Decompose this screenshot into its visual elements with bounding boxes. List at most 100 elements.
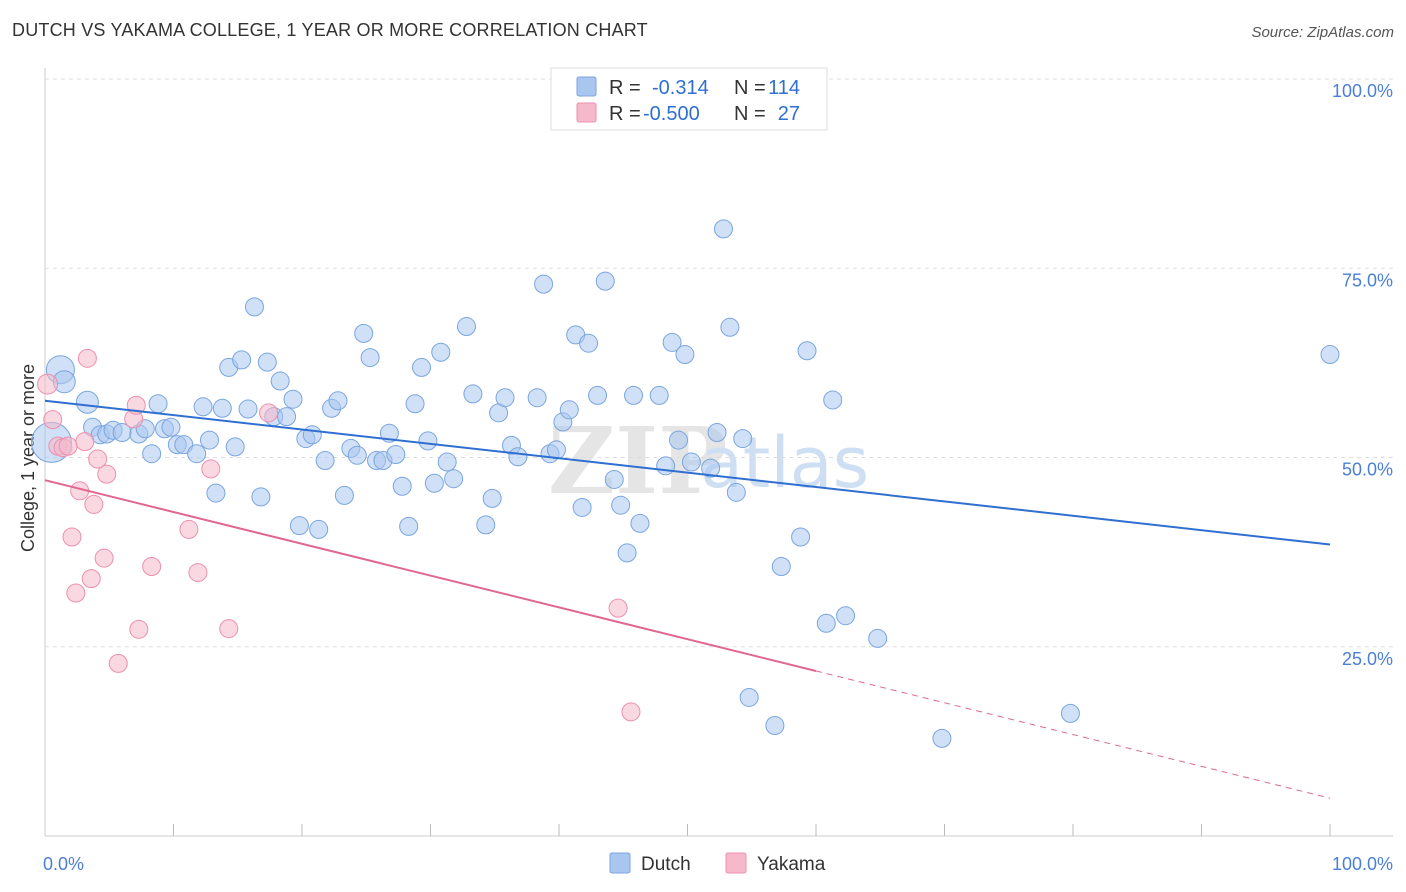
dutch-point [399,516,419,536]
yakama-point [66,583,86,603]
dutch-point [932,728,952,748]
dutch-point [559,400,579,420]
legend-n-value-yakama: 27 [778,103,800,125]
dutch-point [277,407,297,427]
dutch-point [572,497,592,517]
dutch-point [354,323,374,343]
dutch-point [791,527,811,547]
dutch-point [649,385,669,405]
dutch-point [630,513,650,533]
dutch-point [604,469,624,489]
legend-n-label-dutch: N = [734,77,766,99]
yakama-point [621,702,641,722]
dutch-point [595,271,615,291]
trend-lines [44,399,1331,799]
dutch-point [251,487,271,507]
dutch-point [161,417,181,437]
bottom-legend-label-dutch: Dutch [641,854,691,875]
dutch-point [1320,345,1340,365]
dutch-point [431,342,451,362]
dutch-point [669,430,689,450]
dutch-point [328,391,348,411]
dutch-point [617,543,637,563]
yakama-point [43,410,63,430]
dutch-point [283,389,303,409]
dutch-point [309,519,329,539]
dutch-point [836,606,856,626]
yakama-point [108,653,128,673]
yakama-point [142,557,162,577]
dutch-point [187,444,207,464]
dutch-point [733,429,753,449]
yakama-trend-line [44,479,817,672]
yakama-point [179,519,199,539]
yakama-point [84,494,104,514]
yakama-points [37,348,641,722]
dutch-point [257,352,277,372]
chart-title: DUTCH VS YAKAMA COLLEGE, 1 YEAR OR MORE … [12,20,648,40]
dutch-point [334,485,354,505]
legend-n-label-yakama: N = [734,103,766,125]
dutch-point [444,469,464,489]
dutch-point [199,430,219,450]
dutch-point [360,348,380,368]
dutch-point [212,398,232,418]
dutch-point [675,345,695,365]
dutch-point [437,452,457,472]
dutch-point [726,482,746,502]
dutch-point [148,394,168,414]
dutch-point [816,613,836,633]
yakama-point [77,348,97,368]
y-tick-label-50: 50.0% [1342,460,1393,480]
dutch-point [765,715,785,735]
dutch-point [611,495,631,515]
yakama-point [81,569,101,589]
dutch-point [823,390,843,410]
dutch-point [527,388,547,408]
yakama-point [94,548,114,568]
y-tick-labels: 25.0% 50.0% 75.0% 100.0% [1332,81,1393,669]
dutch-point [238,399,258,419]
dutch-point [701,458,721,478]
dutch-point [193,397,213,417]
y-tick-label-25: 25.0% [1342,649,1393,669]
dutch-point [315,451,335,471]
dutch-point [405,394,425,414]
yakama-point [219,619,239,639]
yakama-point [37,373,59,395]
dutch-point [302,425,322,445]
yakama-point [58,436,78,456]
dutch-point [418,431,438,451]
dutch-point [225,437,245,457]
legend-n-value-dutch: 114 [768,77,800,99]
dutch-point [534,274,554,294]
dutch-point [142,444,162,464]
yakama-point [75,432,95,452]
dutch-points [30,219,1340,748]
dutch-point [707,423,727,443]
dutch-point [75,390,99,414]
dutch-point [739,687,759,707]
dutch-point [508,447,528,467]
dutch-point [424,473,444,493]
dutch-point [662,332,682,352]
dutch-point [720,317,740,337]
dutch-point [624,385,644,405]
dutch-point [797,341,817,361]
y-axis-title: College, 1 year or more [18,364,38,552]
yakama-point [201,459,221,479]
dutch-point [412,357,432,377]
dutch-point [244,297,264,317]
dutch-point [482,488,502,508]
bottom-legend: Dutch Yakama [609,852,826,875]
dutch-point [463,384,483,404]
bottom-legend-label-yakama: Yakama [757,854,826,875]
yakama-point [62,527,82,547]
bottom-legend-swatch-yakama [725,852,747,874]
yakama-point [188,563,208,583]
dutch-point [206,483,226,503]
dutch-point [588,385,608,405]
yakama-point [129,619,149,639]
dutch-trend-line [44,399,1331,546]
